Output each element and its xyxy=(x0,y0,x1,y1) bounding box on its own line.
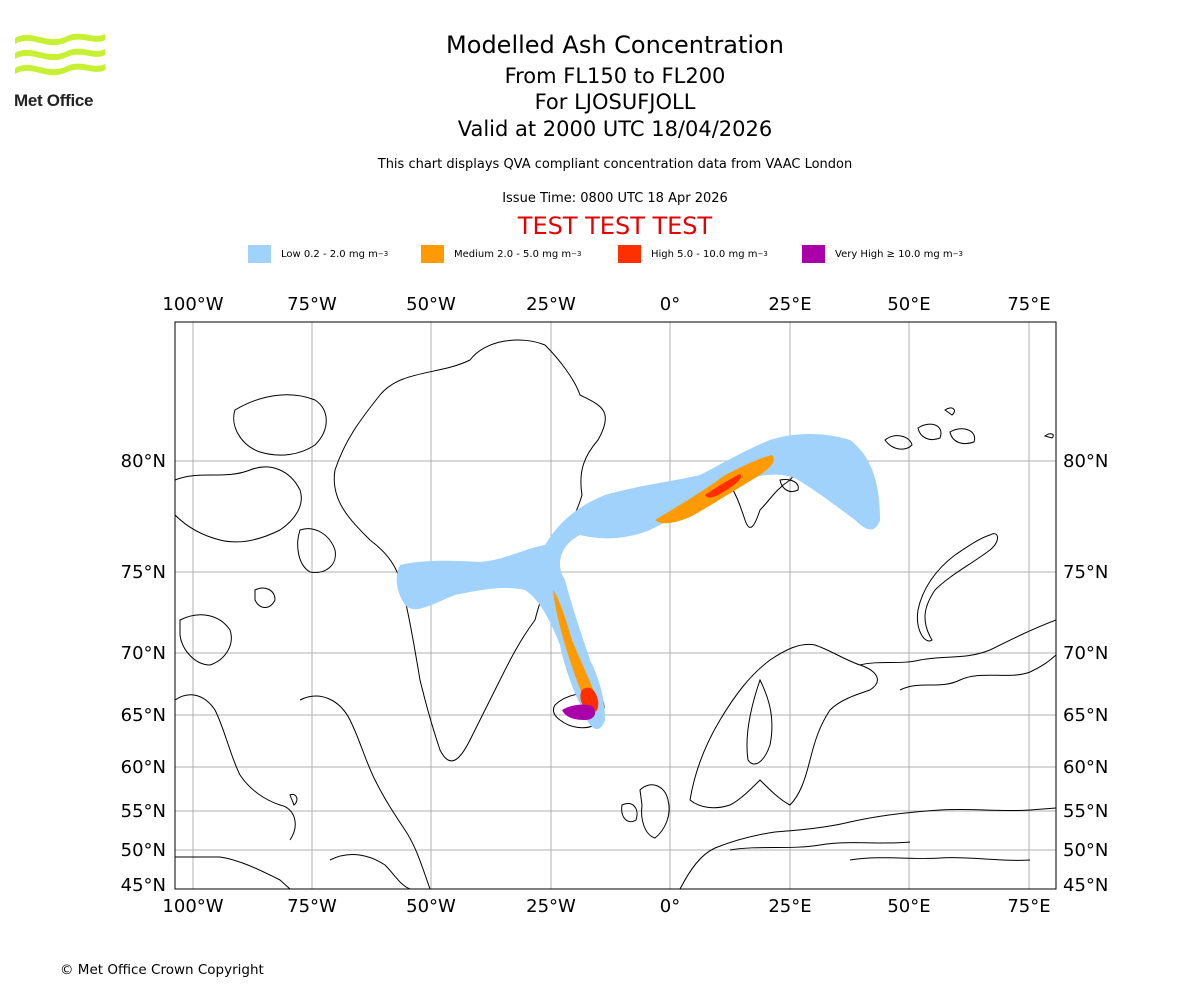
legend-label-high: High 5.0 - 10.0 mg m xyxy=(651,248,758,260)
valid-time: Valid at 2000 UTC 18/04/2026 xyxy=(457,117,773,141)
legend-swatch-low xyxy=(248,245,271,263)
lat-tick-left-7: 45°N xyxy=(121,875,166,896)
lat-tick-right-2: 70°N xyxy=(1063,643,1108,664)
lat-tick-right-1: 75°N xyxy=(1063,562,1108,583)
lon-tick-top-6: 50°E xyxy=(887,294,930,315)
legend-label-medium: Medium 2.0 - 5.0 mg m xyxy=(454,248,572,260)
volcano-name: For LJOSUFJOLL xyxy=(534,90,696,114)
lon-tick-top-4: 0° xyxy=(660,294,680,315)
copyright-notice: © Met Office Crown Copyright xyxy=(60,962,264,978)
lon-tick-bottom-2: 50°W xyxy=(406,896,456,917)
legend-unit-medium: −3 xyxy=(571,250,582,258)
legend-item-very-high: Very High ≥ 10.0 mg m −3 xyxy=(802,244,963,264)
lat-tick-left-5: 55°N xyxy=(121,801,166,822)
lat-tick-left-0: 80°N xyxy=(121,451,166,472)
graticule xyxy=(175,322,1056,889)
lat-tick-right-5: 55°N xyxy=(1063,801,1108,822)
lon-tick-top-5: 25°E xyxy=(768,294,811,315)
lat-tick-right-6: 50°N xyxy=(1063,840,1108,861)
lat-tick-right-3: 65°N xyxy=(1063,705,1108,726)
flight-level-range: From FL150 to FL200 xyxy=(504,64,726,88)
lat-tick-left-3: 65°N xyxy=(121,705,166,726)
met-office-logo-text: Met Office xyxy=(14,91,94,110)
legend-label-low: Low 0.2 - 2.0 mg m xyxy=(281,248,378,260)
lon-tick-top-7: 75°E xyxy=(1007,294,1050,315)
legend-unit-high: −3 xyxy=(757,250,768,258)
test-banner: TEST TEST TEST xyxy=(517,212,713,240)
met-office-logo xyxy=(15,33,105,76)
chart-title: Modelled Ash Concentration xyxy=(446,31,784,59)
lat-tick-left-6: 50°N xyxy=(121,840,166,861)
lon-tick-top-1: 75°W xyxy=(287,294,337,315)
ash-very-high-region xyxy=(562,704,596,720)
lon-tick-bottom-0: 100°W xyxy=(162,896,223,917)
issue-time: Issue Time: 0800 UTC 18 Apr 2026 xyxy=(502,191,728,206)
lat-tick-right-0: 80°N xyxy=(1063,451,1108,472)
compliance-note: This chart displays QVA compliant concen… xyxy=(377,157,853,172)
lon-tick-bottom-7: 75°E xyxy=(1007,896,1050,917)
lat-tick-left-4: 60°N xyxy=(121,757,166,778)
legend-swatch-medium xyxy=(421,245,444,263)
lon-tick-top-2: 50°W xyxy=(406,294,456,315)
lon-tick-top-3: 25°W xyxy=(526,294,576,315)
lon-tick-bottom-4: 0° xyxy=(660,896,680,917)
lat-tick-left-1: 75°N xyxy=(121,562,166,583)
legend-swatch-very-high xyxy=(802,245,825,263)
legend-unit-very-high: −3 xyxy=(952,250,963,258)
lat-tick-right-4: 60°N xyxy=(1063,757,1108,778)
lon-tick-bottom-3: 25°W xyxy=(526,896,576,917)
legend-unit-low: −3 xyxy=(377,250,389,258)
lon-tick-bottom-6: 50°E xyxy=(887,896,930,917)
coastlines xyxy=(175,339,1056,889)
ash-low-region xyxy=(396,434,880,730)
map-frame xyxy=(174,321,1057,890)
legend-item-high: High 5.0 - 10.0 mg m −3 xyxy=(618,244,768,264)
legend-item-low: Low 0.2 - 2.0 mg m −3 xyxy=(248,244,388,264)
lat-tick-left-2: 70°N xyxy=(121,643,166,664)
legend-label-very-high: Very High ≥ 10.0 mg m xyxy=(835,248,953,260)
lat-tick-right-7: 45°N xyxy=(1063,875,1108,896)
legend-item-medium: Medium 2.0 - 5.0 mg m −3 xyxy=(421,244,581,264)
lon-tick-top-0: 100°W xyxy=(162,294,223,315)
lon-tick-bottom-1: 75°W xyxy=(287,896,337,917)
lon-tick-bottom-5: 25°E xyxy=(768,896,811,917)
legend-swatch-high xyxy=(618,245,641,263)
